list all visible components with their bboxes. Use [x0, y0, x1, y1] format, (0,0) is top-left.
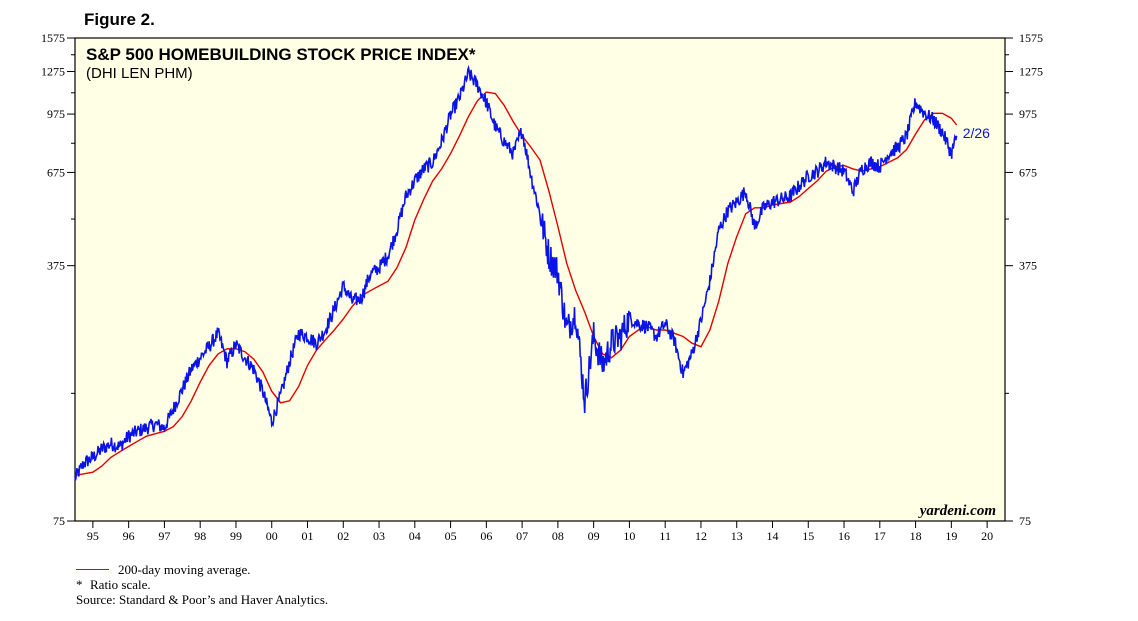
x-tick-label: 18 — [910, 529, 922, 543]
x-tick-label: 04 — [409, 529, 421, 543]
x-tick-label: 98 — [194, 529, 206, 543]
x-tick-label: 07 — [516, 529, 528, 543]
y-tick-label-left: 375 — [47, 259, 65, 273]
y-tick-label-right: 975 — [1019, 107, 1037, 121]
x-tick-label: 12 — [695, 529, 707, 543]
source-note: Source: Standard & Poor’s and Haver Anal… — [76, 592, 329, 607]
scale-note: * Ratio scale. — [76, 577, 151, 592]
y-tick-label-left: 675 — [47, 165, 65, 179]
legend-label-moving-average: 200-day moving average. — [118, 562, 251, 577]
x-tick-label: 14 — [767, 529, 779, 543]
brand-watermark: yardeni.com — [918, 503, 996, 519]
x-tick-label: 19 — [945, 529, 957, 543]
legend: 200-day moving average. — [76, 562, 250, 577]
x-tick-label: 97 — [158, 529, 170, 543]
y-tick-label-left: 1575 — [41, 31, 65, 45]
x-tick-label: 02 — [337, 529, 349, 543]
x-tick-label: 11 — [659, 529, 671, 543]
x-axis-labels: 95 96 97 98 99 00 01 02 03 04 05 06 07 08 09 10 11 12 13 14… — [87, 529, 993, 543]
y-tick-label-left: 75 — [53, 514, 65, 528]
y-tick-label-right: 375 — [1019, 259, 1037, 273]
x-tick-label: 16 — [838, 529, 850, 543]
plot-background — [74, 37, 1006, 522]
x-tick-label: 05 — [445, 529, 457, 543]
x-tick-label: 15 — [802, 529, 814, 543]
x-tick-label: 10 — [623, 529, 635, 543]
x-tick-label: 96 — [123, 529, 135, 543]
series-line-moving-average — [74, 91, 958, 477]
y-tick-label-right: 1275 — [1019, 65, 1043, 79]
x-tick-label: 99 — [230, 529, 242, 543]
figure-label: Figure 2. — [84, 10, 155, 29]
y-tick-label-right: 75 — [1019, 514, 1031, 528]
note-asterisk: * — [76, 577, 83, 592]
y-tick-label-right: 1575 — [1019, 31, 1043, 45]
x-tick-label: 06 — [480, 529, 492, 543]
x-tick-label: 20 — [981, 529, 993, 543]
note-text: Ratio scale. — [90, 577, 151, 592]
x-tick-label: 00 — [266, 529, 278, 543]
chart-title: S&P 500 HOMEBUILDING STOCK PRICE INDEX* — [86, 45, 476, 64]
x-tick-label: 95 — [87, 529, 99, 543]
x-tick-label: 01 — [302, 529, 314, 543]
x-tick-label: 17 — [874, 529, 886, 543]
x-tick-label: 03 — [373, 529, 385, 543]
y-tick-label-right: 675 — [1019, 165, 1037, 179]
y-tick-label-left: 975 — [47, 107, 65, 121]
chart-subtitle: (DHI LEN PHM) — [86, 65, 193, 82]
y-tick-label-left: 1275 — [41, 65, 65, 79]
x-tick-label: 09 — [588, 529, 600, 543]
x-tick-label: 13 — [731, 529, 743, 543]
x-tick-label: 08 — [552, 529, 564, 543]
y-axis-left-labels: 75 375 675 975 1275 1575 — [41, 31, 65, 528]
axis-ticks — [67, 37, 1013, 528]
series-line-index — [74, 64, 958, 481]
legend-swatch-moving-average — [76, 569, 109, 570]
series-end-label: 2/26 — [963, 125, 990, 141]
y-axis-right-labels: 75 375 675 975 1275 1575 — [1019, 31, 1043, 528]
